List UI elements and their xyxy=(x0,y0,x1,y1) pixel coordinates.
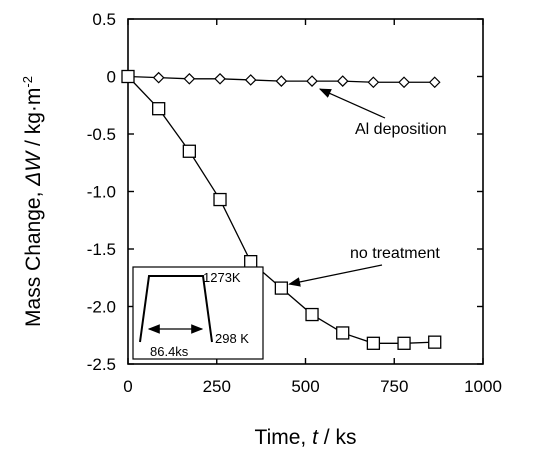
data-point-al-deposition xyxy=(183,72,196,85)
data-point-no-treatment xyxy=(366,336,381,350)
inset-duration: 86.4ks xyxy=(150,344,189,359)
y-tick-label: -2.0 xyxy=(87,298,116,317)
data-point-no-treatment xyxy=(213,192,227,207)
data-point-al-deposition xyxy=(367,76,380,89)
data-point-no-treatment xyxy=(244,254,258,269)
data-point-al-deposition xyxy=(306,75,318,87)
data-point-no-treatment xyxy=(336,326,350,340)
x-tick-label: 1000 xyxy=(464,377,502,396)
heat-cycle-inset: 1273K 298 K 86.4ks xyxy=(132,266,264,360)
data-point-al-deposition xyxy=(244,74,257,86)
y-axis-title-variable: ΔW xyxy=(22,150,45,187)
x-axis-title: Time, t / ks xyxy=(255,426,357,449)
inset-temperature-profile xyxy=(139,275,213,343)
data-point-al-deposition xyxy=(214,72,226,85)
x-tick-label: 250 xyxy=(203,377,231,396)
data-point-al-deposition xyxy=(398,76,410,89)
inset-low-temperature: 298 K xyxy=(215,331,249,346)
y-tick-label: 0 xyxy=(107,68,116,87)
data-point-al-deposition xyxy=(336,75,349,87)
data-point-no-treatment xyxy=(305,307,319,322)
data-point-al-deposition xyxy=(428,76,441,89)
data-point-al-deposition xyxy=(275,75,288,87)
series xyxy=(121,69,442,350)
x-tick-label: 500 xyxy=(291,377,319,396)
data-point-no-treatment xyxy=(428,335,442,349)
data-point-no-treatment xyxy=(274,281,289,295)
annotations: Al deposition no treatment xyxy=(288,88,447,287)
x-tick-label: 0 xyxy=(123,377,132,396)
data-point-al-deposition xyxy=(152,71,165,84)
inset-high-temperature: 1273K xyxy=(203,270,241,285)
data-point-no-treatment xyxy=(121,69,135,84)
x-axis-title-variable: t xyxy=(312,426,319,449)
y-tick-label: -0.5 xyxy=(87,125,116,144)
y-axis-title-superscript: -2 xyxy=(20,76,35,88)
x-axis-title-prefix: Time, xyxy=(255,426,313,449)
y-tick-label: -2.5 xyxy=(87,355,116,374)
data-point-no-treatment xyxy=(152,102,166,116)
annotation-arrow-no-treatment xyxy=(288,264,383,287)
y-tick-label: -1.0 xyxy=(87,183,116,202)
x-axis-title-suffix: / ks xyxy=(318,426,357,449)
annotation-no-treatment: no treatment xyxy=(350,245,440,262)
y-axis-title-suffix: / kg·m xyxy=(22,88,45,152)
annotation-arrow-al-deposition xyxy=(318,88,386,119)
y-axis-title: Mass Change, ΔW / kg·m-2 xyxy=(20,76,45,327)
annotation-al-deposition: Al deposition xyxy=(355,121,447,138)
data-point-no-treatment xyxy=(397,336,411,350)
y-tick-label: -1.5 xyxy=(87,240,116,259)
inset-frame xyxy=(132,266,264,360)
y-axis-title-prefix: Mass Change, xyxy=(22,186,45,327)
y-tick-label: 0.5 xyxy=(92,10,116,29)
data-point-no-treatment xyxy=(182,144,196,158)
x-tick-label: 750 xyxy=(380,377,408,396)
